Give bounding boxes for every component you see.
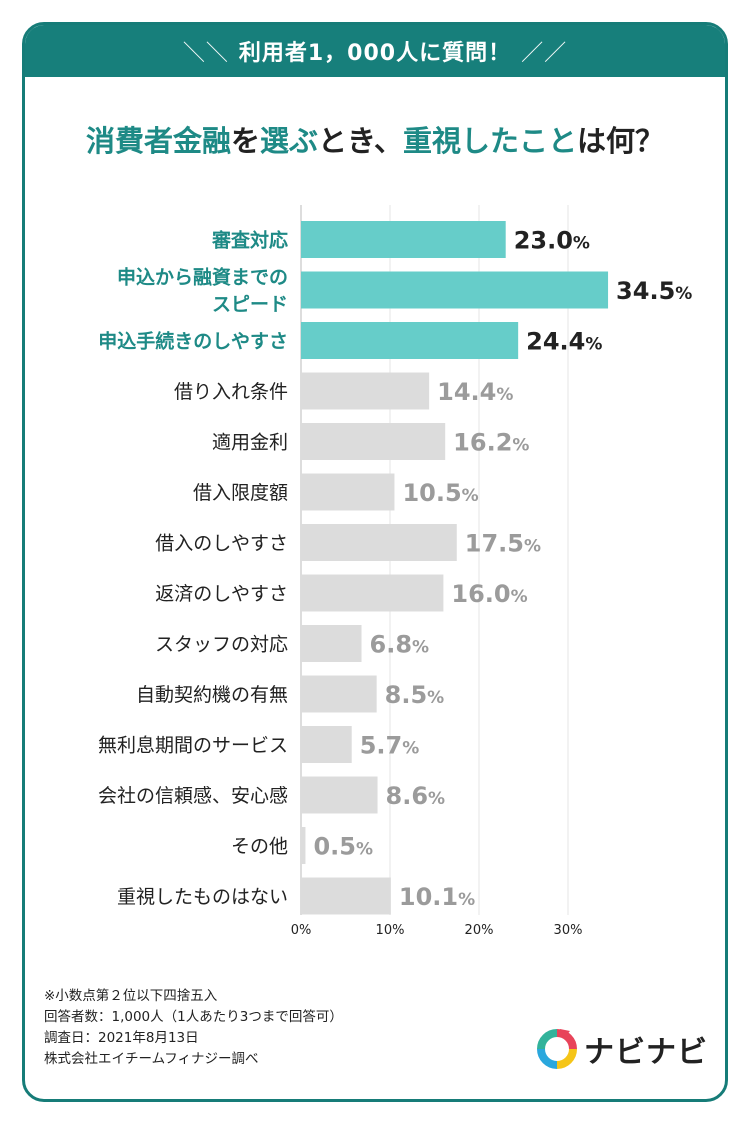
value-label: 14.4% xyxy=(437,378,513,406)
value-label: 0.5% xyxy=(313,833,373,861)
bar-5 xyxy=(301,473,395,511)
value-label: 6.8% xyxy=(370,631,430,659)
value-label: 24.4% xyxy=(526,328,602,356)
category-label: 無利息期間のサービス xyxy=(98,735,288,757)
banner-slash-left: ＼＼ xyxy=(182,41,229,66)
note-rounding: ※小数点第２位以下四捨五入 xyxy=(44,988,218,1004)
category-label: スタッフの対応 xyxy=(155,634,288,656)
title-highlight-consumer-finance: 消費者金融 xyxy=(85,124,231,158)
value-label: 8.5% xyxy=(385,681,445,709)
bar-1 xyxy=(301,271,609,309)
value-unit: % xyxy=(412,638,429,658)
value-unit: % xyxy=(675,284,692,304)
title-text-what: は何？ xyxy=(577,124,665,158)
value-label: 8.6% xyxy=(386,782,446,810)
value-label: 34.5% xyxy=(616,277,692,305)
value-unit: % xyxy=(573,234,590,254)
value-label: 5.7% xyxy=(360,732,420,760)
value-unit: % xyxy=(585,335,602,355)
chart-title: 消費者金融を選ぶとき、重視したことは何？ xyxy=(0,118,750,160)
category-label: 審査対応 xyxy=(211,229,288,252)
x-tick-label: 20% xyxy=(465,923,494,938)
value-unit: % xyxy=(402,739,419,759)
value-unit: % xyxy=(458,890,475,910)
category-label: 借入のしやすさ xyxy=(155,533,288,555)
category-label: 借入限度額 xyxy=(193,482,288,504)
bar-0 xyxy=(301,221,506,258)
value-unit: % xyxy=(356,840,373,860)
value-label: 16.2% xyxy=(453,429,529,457)
bar-10 xyxy=(301,726,352,763)
bar-13 xyxy=(301,877,391,915)
navinavi-logo-icon xyxy=(537,1029,577,1069)
category-label: 借り入れ条件 xyxy=(174,381,288,403)
value-label: 17.5% xyxy=(465,530,541,558)
value-unit: % xyxy=(462,486,479,506)
category-label: 会社の信頼感、安心感 xyxy=(98,785,288,807)
value-label: 23.0% xyxy=(514,227,590,255)
note-respondents: 回答者数：1,000人（1人あたり3つまで回答可） xyxy=(44,1009,343,1025)
x-tick-label: 10% xyxy=(376,923,405,938)
banner-slash-right: ／／ xyxy=(521,41,568,66)
value-unit: % xyxy=(428,789,445,809)
value-unit: % xyxy=(524,537,541,557)
title-text-wo: を xyxy=(230,124,260,158)
note-source: 株式会社エイチームフィナジー調べ xyxy=(44,1051,259,1067)
banner-text: 利用者1，000人に質問！ xyxy=(238,41,512,66)
value-label: 10.5% xyxy=(402,479,478,507)
note-survey-date: 調査日：2021年8月13日 xyxy=(44,1030,199,1046)
navinavi-logo: ナビナビ xyxy=(536,1027,708,1071)
category-label: 自動契約機の有無 xyxy=(136,684,288,706)
value-label: 16.0% xyxy=(451,580,527,608)
bar-6 xyxy=(301,524,457,561)
value-unit: % xyxy=(427,688,444,708)
x-tick-label: 0% xyxy=(291,923,312,938)
value-unit: % xyxy=(511,587,528,607)
title-highlight-choose: 選ぶ xyxy=(260,124,319,158)
bar-9 xyxy=(301,675,377,713)
bar-3 xyxy=(301,372,430,410)
bar-12 xyxy=(301,827,306,864)
value-unit: % xyxy=(496,385,513,405)
bar-2 xyxy=(301,322,519,359)
category-label: スピード xyxy=(212,294,288,316)
category-label: 申込手続きのしやすさ xyxy=(98,330,288,353)
logo-text: ナビナビ xyxy=(584,1035,708,1070)
category-label: 適用金利 xyxy=(212,432,288,454)
category-label: 重視したものはない xyxy=(117,886,288,908)
value-unit: % xyxy=(512,436,529,456)
x-tick-label: 30% xyxy=(554,923,583,938)
infographic-card: ＼＼ 利用者1，000人に質問！ ／／ xyxy=(22,22,728,1102)
bar-8 xyxy=(301,625,362,662)
bar-11 xyxy=(301,776,378,814)
header-banner: ＼＼ 利用者1，000人に質問！ ／／ xyxy=(25,25,725,77)
category-label: その他 xyxy=(231,836,288,858)
title-text-when: とき、 xyxy=(318,124,403,158)
survey-notes: ※小数点第２位以下四捨五入 回答者数：1,000人（1人あたり3つまで回答可） … xyxy=(44,986,343,1070)
title-highlight-important: 重視したこと xyxy=(403,124,578,158)
bar-7 xyxy=(301,574,444,612)
category-label: 返済のしやすさ xyxy=(155,583,288,605)
category-label: 申込から融資までの xyxy=(117,266,288,289)
value-label: 10.1% xyxy=(399,883,475,911)
bar-4 xyxy=(301,423,446,460)
